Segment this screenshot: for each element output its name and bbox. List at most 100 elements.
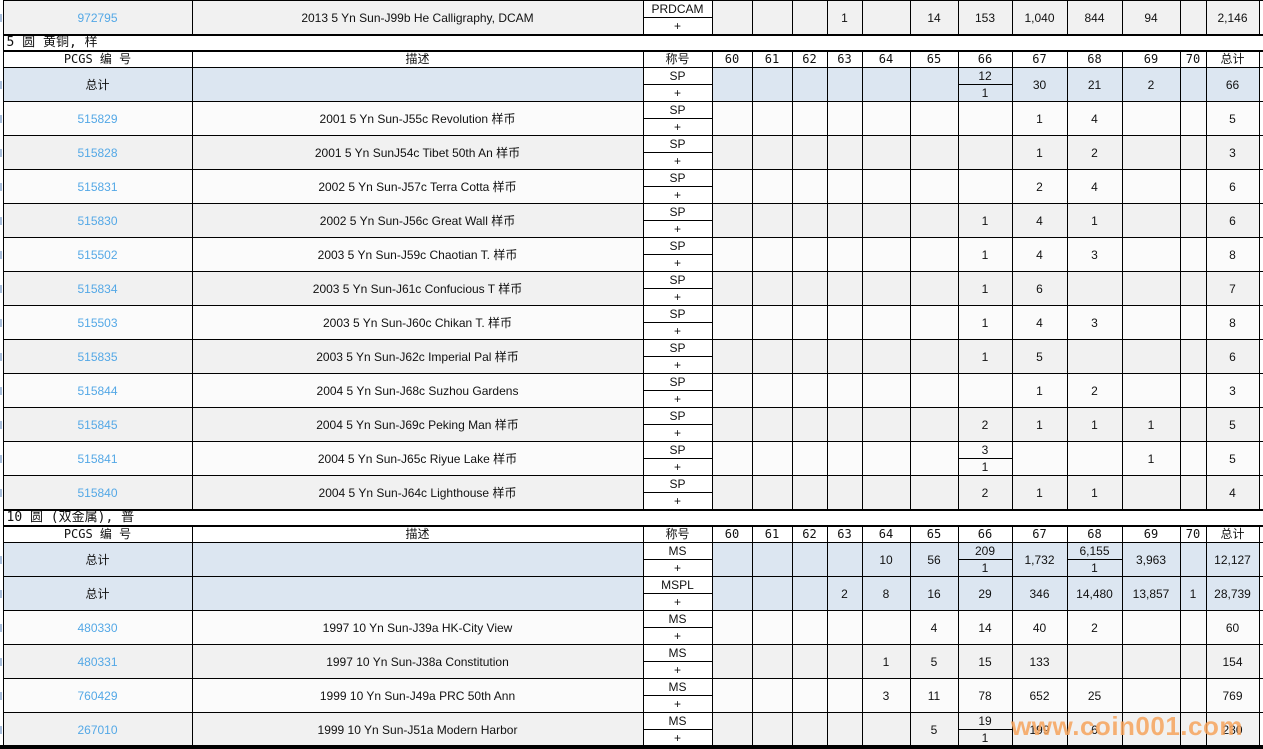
grade-66-cell: 209 xyxy=(957,542,1013,560)
grade-68-cell: 3 xyxy=(1066,237,1123,272)
grade-67-cell: 1 xyxy=(1011,407,1068,442)
pcgs-number-cell: 515844 xyxy=(2,373,193,408)
coin-description: 2003 5 Yn Sun-J62c Imperial Pal 样币 xyxy=(191,339,644,374)
grade-66-cell xyxy=(957,169,1013,204)
pcgs-number-link[interactable]: 267010 xyxy=(77,722,118,737)
grade-70-cell xyxy=(1179,169,1207,204)
next-row-edge xyxy=(0,745,1263,749)
grade-63-cell xyxy=(826,305,863,340)
pcgs-number-link[interactable]: 515502 xyxy=(77,247,118,262)
right-edge-stub xyxy=(1258,678,1263,713)
header-total: 总计 xyxy=(1205,525,1260,543)
grade-63-cell xyxy=(826,203,863,238)
designation-plus: + xyxy=(642,390,713,408)
pcgs-number-link[interactable]: 480331 xyxy=(77,654,118,669)
grade-66-cell: 2 xyxy=(957,407,1013,442)
grade-63-cell xyxy=(826,169,863,204)
pcgs-number-link[interactable]: 515830 xyxy=(77,213,118,228)
grade-64-cell xyxy=(861,610,911,645)
grade-66-cell: 1 xyxy=(957,339,1013,374)
right-edge-stub xyxy=(1258,0,1263,36)
grade-62-cell xyxy=(791,542,828,577)
coin-description: 2003 5 Yn Sun-J60c Chikan T. 样币 xyxy=(191,305,644,340)
grade-66-cell: 3 xyxy=(957,441,1013,459)
grade-63-cell: 1 xyxy=(826,0,863,36)
grade-63-cell xyxy=(826,644,863,679)
header-grade-69: 69 xyxy=(1121,50,1181,68)
grade-60-cell xyxy=(711,271,753,306)
grade-70-cell xyxy=(1179,373,1207,408)
grade-64-cell xyxy=(861,237,911,272)
grade-69-cell xyxy=(1121,678,1181,713)
grade-69-cell xyxy=(1121,169,1181,204)
designation-label: MS xyxy=(642,644,713,662)
header-grade-66: 66 xyxy=(957,525,1013,543)
grade-64-cell xyxy=(861,712,911,747)
grade-total-cell: 6 xyxy=(1205,169,1260,204)
left-edge-stub xyxy=(0,135,3,170)
pcgs-number-link[interactable]: 515835 xyxy=(77,349,118,364)
grade-68-cell: 1 xyxy=(1066,407,1123,442)
pcgs-number-link[interactable]: 515834 xyxy=(77,281,118,296)
grade-63-cell: 2 xyxy=(826,576,863,611)
grade-total-cell: 4 xyxy=(1205,475,1260,511)
left-edge-stub xyxy=(0,542,3,577)
grade-65-cell xyxy=(909,169,959,204)
designation-plus: + xyxy=(642,220,713,238)
grade-67-cell: 133 xyxy=(1011,644,1068,679)
grade-61-cell xyxy=(751,712,793,747)
grade-61-cell xyxy=(751,610,793,645)
right-edge-stub xyxy=(1258,50,1263,68)
coin-description: 2004 5 Yn Sun-J69c Peking Man 样币 xyxy=(191,407,644,442)
pcgs-number-link[interactable]: 515840 xyxy=(77,485,118,500)
section-title: 10 圆 (双金属), 普 xyxy=(2,509,1263,527)
grade-60-cell xyxy=(711,542,753,577)
grade-62-cell xyxy=(791,203,828,238)
grade-66-cell: 12 xyxy=(957,67,1013,85)
right-edge-stub xyxy=(1258,237,1263,272)
grade-65-cell xyxy=(909,373,959,408)
grade-68-cell: 4 xyxy=(1066,101,1123,136)
pcgs-number-link[interactable]: 972795 xyxy=(77,10,118,25)
grade-65-cell: 56 xyxy=(909,542,959,577)
grade-66-cell xyxy=(957,101,1013,136)
grade-60-cell xyxy=(711,101,753,136)
grade-70-cell xyxy=(1179,237,1207,272)
grade-69-cell: 2 xyxy=(1121,67,1181,102)
grade-61-cell xyxy=(751,305,793,340)
coin-description xyxy=(191,576,644,611)
designation-plus: + xyxy=(642,322,713,340)
grade-67-cell: 6 xyxy=(1011,271,1068,306)
pcgs-number-link[interactable]: 515844 xyxy=(77,383,118,398)
grade-65-cell: 5 xyxy=(909,712,959,747)
designation-plus: + xyxy=(642,424,713,442)
grade-63-cell xyxy=(826,271,863,306)
designation-plus: + xyxy=(642,695,713,713)
pcgs-number-cell: 515840 xyxy=(2,475,193,511)
pcgs-number-link[interactable]: 515829 xyxy=(77,111,118,126)
grade-62-cell xyxy=(791,644,828,679)
right-edge-stub xyxy=(1258,373,1263,408)
pcgs-number-link[interactable]: 515828 xyxy=(77,145,118,160)
header-grade-63: 63 xyxy=(826,50,863,68)
pcgs-number-link[interactable]: 515841 xyxy=(77,451,118,466)
grade-67-cell: 2 xyxy=(1011,169,1068,204)
pcgs-number-link[interactable]: 480330 xyxy=(77,620,118,635)
grade-60-cell xyxy=(711,373,753,408)
pcgs-number-link[interactable]: 760429 xyxy=(77,688,118,703)
pcgs-number-link[interactable]: 515503 xyxy=(77,315,118,330)
grade-62-cell xyxy=(791,610,828,645)
grade-total-cell: 5 xyxy=(1205,441,1260,476)
pcgs-number-link[interactable]: 515845 xyxy=(77,417,118,432)
right-edge-stub xyxy=(1258,525,1263,543)
grade-63-cell xyxy=(826,712,863,747)
pcgs-number-link[interactable]: 515831 xyxy=(77,179,118,194)
header-grade-67: 67 xyxy=(1011,50,1068,68)
grade-67-cell: 1,732 xyxy=(1011,542,1068,577)
grade-60-cell xyxy=(711,67,753,102)
grade-65-cell: 4 xyxy=(909,610,959,645)
grade-66-plus-cell: 1 xyxy=(957,729,1013,747)
grade-67-cell: 4 xyxy=(1011,305,1068,340)
grade-64-cell: 3 xyxy=(861,678,911,713)
left-edge-stub xyxy=(0,67,3,102)
